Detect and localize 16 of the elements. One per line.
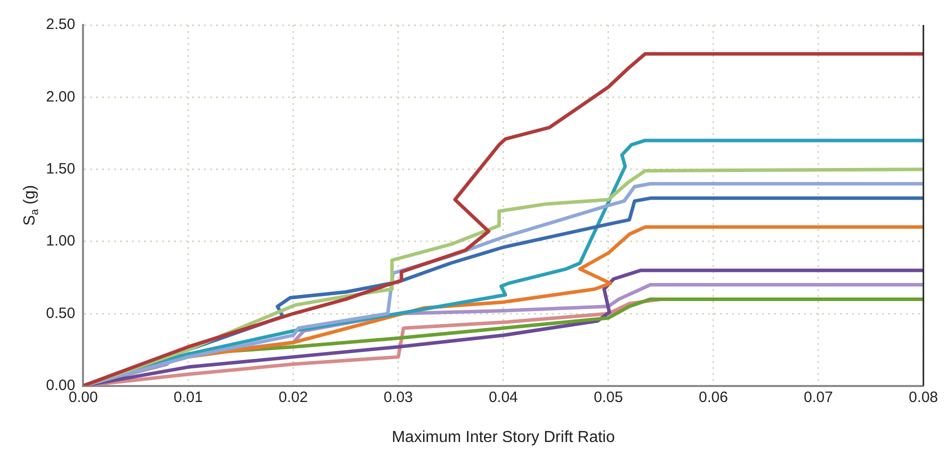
- x-tick-label: 0.08: [908, 388, 938, 406]
- y-axis-title: Sa (g): [21, 185, 42, 226]
- y-tick-label: 2.00: [46, 88, 76, 106]
- y-tick-label: 1.50: [46, 160, 76, 178]
- x-tick-label: 0.03: [384, 388, 413, 406]
- x-tick-label: 0.07: [804, 388, 833, 406]
- y-tick-label: 0.50: [46, 304, 76, 322]
- x-tick-label: 0.01: [174, 388, 203, 406]
- x-axis-title: Maximum Inter Story Drift Ratio: [392, 428, 615, 446]
- y-tick-label: 1.00: [46, 232, 76, 250]
- x-tick-label: 0.04: [488, 388, 518, 406]
- x-tick-label: 0.02: [278, 388, 308, 406]
- y-tick-label: 2.50: [46, 16, 76, 34]
- x-tick-label: 0.00: [68, 388, 98, 406]
- x-tick-label: 0.05: [594, 388, 623, 406]
- x-tick-label: 0.06: [698, 388, 728, 406]
